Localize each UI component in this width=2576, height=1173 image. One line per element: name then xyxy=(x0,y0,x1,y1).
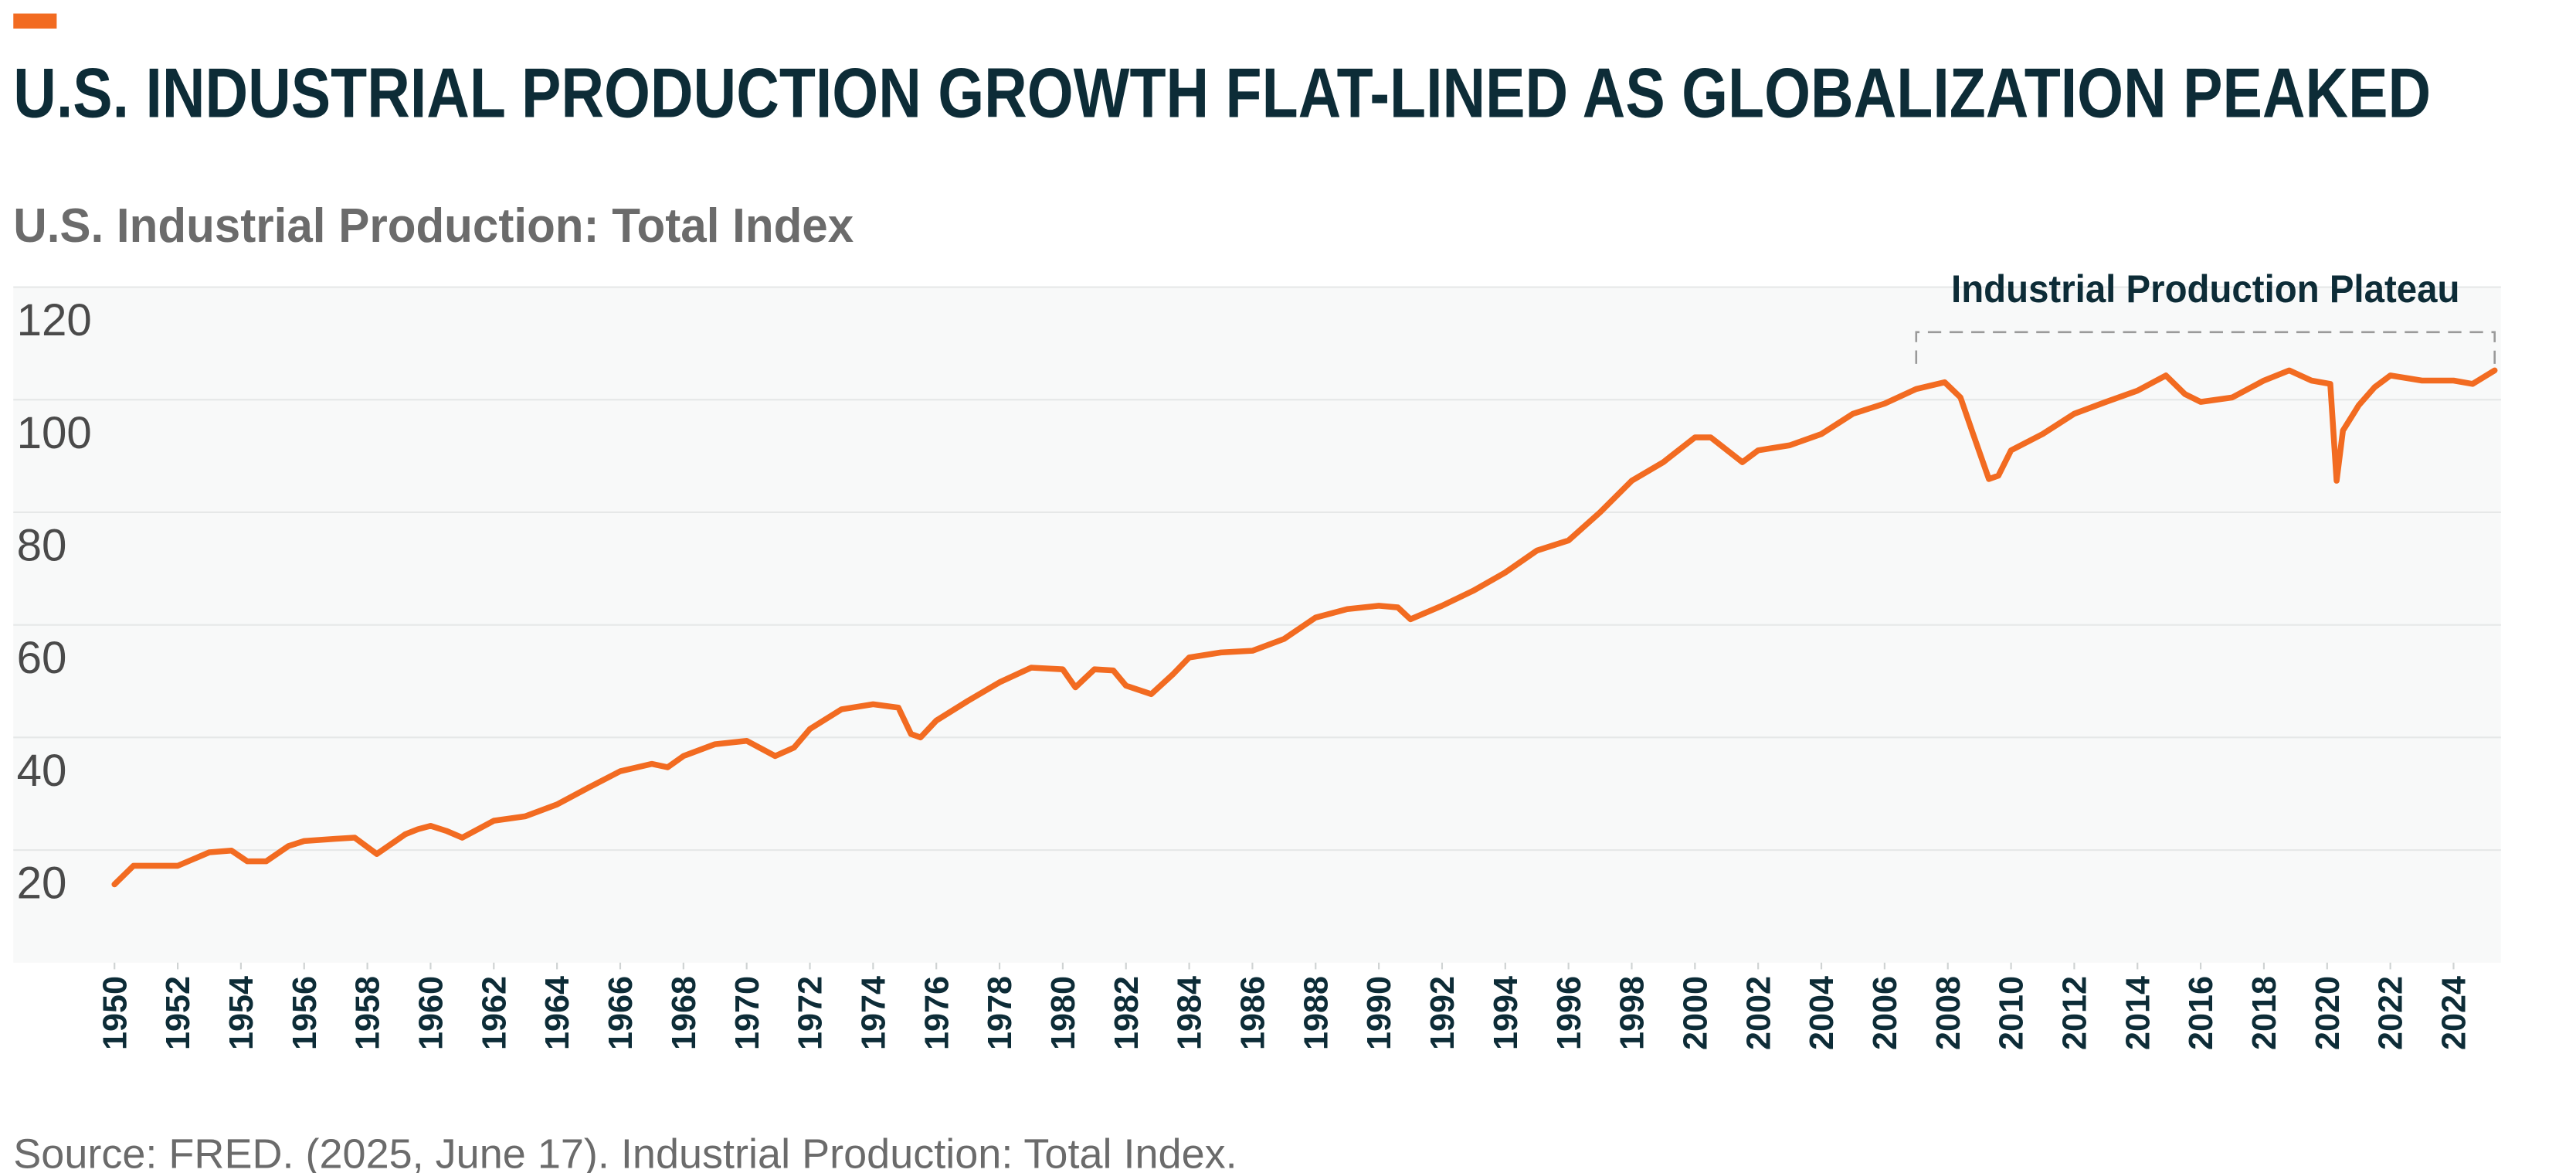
x-tick-label: 1982 xyxy=(1108,976,1145,1050)
x-tick-label: 1986 xyxy=(1235,976,1272,1050)
chart-subtitle: U.S. Industrial Production: Total Index xyxy=(13,199,854,253)
x-tick-label: 1966 xyxy=(602,976,640,1050)
x-tick-label: 2010 xyxy=(1994,976,2031,1050)
y-tick-label: 40 xyxy=(17,746,67,796)
x-tick-label: 1952 xyxy=(160,976,197,1050)
y-tick-label: 20 xyxy=(17,858,67,909)
y-tick-label: 120 xyxy=(17,295,92,345)
x-tick-label: 1990 xyxy=(1361,976,1398,1050)
source-note: Source: FRED. (2025, June 17). Industria… xyxy=(13,1130,1237,1173)
annotation-label: Industrial Production Plateau xyxy=(1951,267,2459,311)
x-tick-label: 1970 xyxy=(729,976,766,1050)
x-tick-label: 1998 xyxy=(1614,976,1651,1050)
x-tick-label: 1976 xyxy=(918,976,955,1050)
x-tick-label: 1980 xyxy=(1045,976,1082,1050)
x-tick-label: 1996 xyxy=(1551,976,1588,1050)
chart-title: U.S. INDUSTRIAL PRODUCTION GROWTH FLAT-L… xyxy=(13,54,2431,132)
x-tick-label: 1968 xyxy=(666,976,703,1050)
x-tick-label: 1994 xyxy=(1488,976,1525,1050)
y-tick-label: 100 xyxy=(17,408,92,458)
y-tick-label: 60 xyxy=(17,633,67,683)
x-tick-label: 2016 xyxy=(2183,976,2220,1050)
x-tick-label: 1964 xyxy=(539,976,576,1050)
x-tick-label: 2004 xyxy=(1804,976,1841,1050)
x-tick-label: 2022 xyxy=(2373,976,2410,1050)
x-tick-label: 1984 xyxy=(1172,976,1209,1050)
x-tick-label: 2020 xyxy=(2310,976,2347,1050)
y-tick-label: 80 xyxy=(17,521,67,571)
x-tick-label: 2000 xyxy=(1677,976,1714,1050)
x-tick-label: 1962 xyxy=(476,976,513,1050)
x-tick-label: 2008 xyxy=(1930,976,1967,1050)
x-tick-label: 2006 xyxy=(1867,976,1904,1050)
x-tick-label: 1978 xyxy=(982,976,1019,1050)
x-tick-label: 1950 xyxy=(97,976,134,1050)
x-tick-label: 1954 xyxy=(223,976,260,1050)
x-tick-label: 1972 xyxy=(792,976,830,1050)
accent-bar xyxy=(13,13,57,29)
x-tick-label: 2014 xyxy=(2120,976,2157,1050)
x-tick-label: 2024 xyxy=(2436,976,2473,1050)
x-tick-label: 1958 xyxy=(350,976,387,1050)
x-tick-label: 1974 xyxy=(855,976,892,1050)
x-tick-label: 2018 xyxy=(2246,976,2283,1050)
x-tick-label: 1960 xyxy=(413,976,450,1050)
x-tick-label: 1956 xyxy=(287,976,324,1050)
x-tick-label: 1992 xyxy=(1424,976,1461,1050)
data-line xyxy=(111,367,2498,888)
x-tick-label: 2002 xyxy=(1740,976,1777,1050)
x-tick-label: 2012 xyxy=(2057,976,2094,1050)
x-tick-label: 1988 xyxy=(1298,976,1335,1050)
